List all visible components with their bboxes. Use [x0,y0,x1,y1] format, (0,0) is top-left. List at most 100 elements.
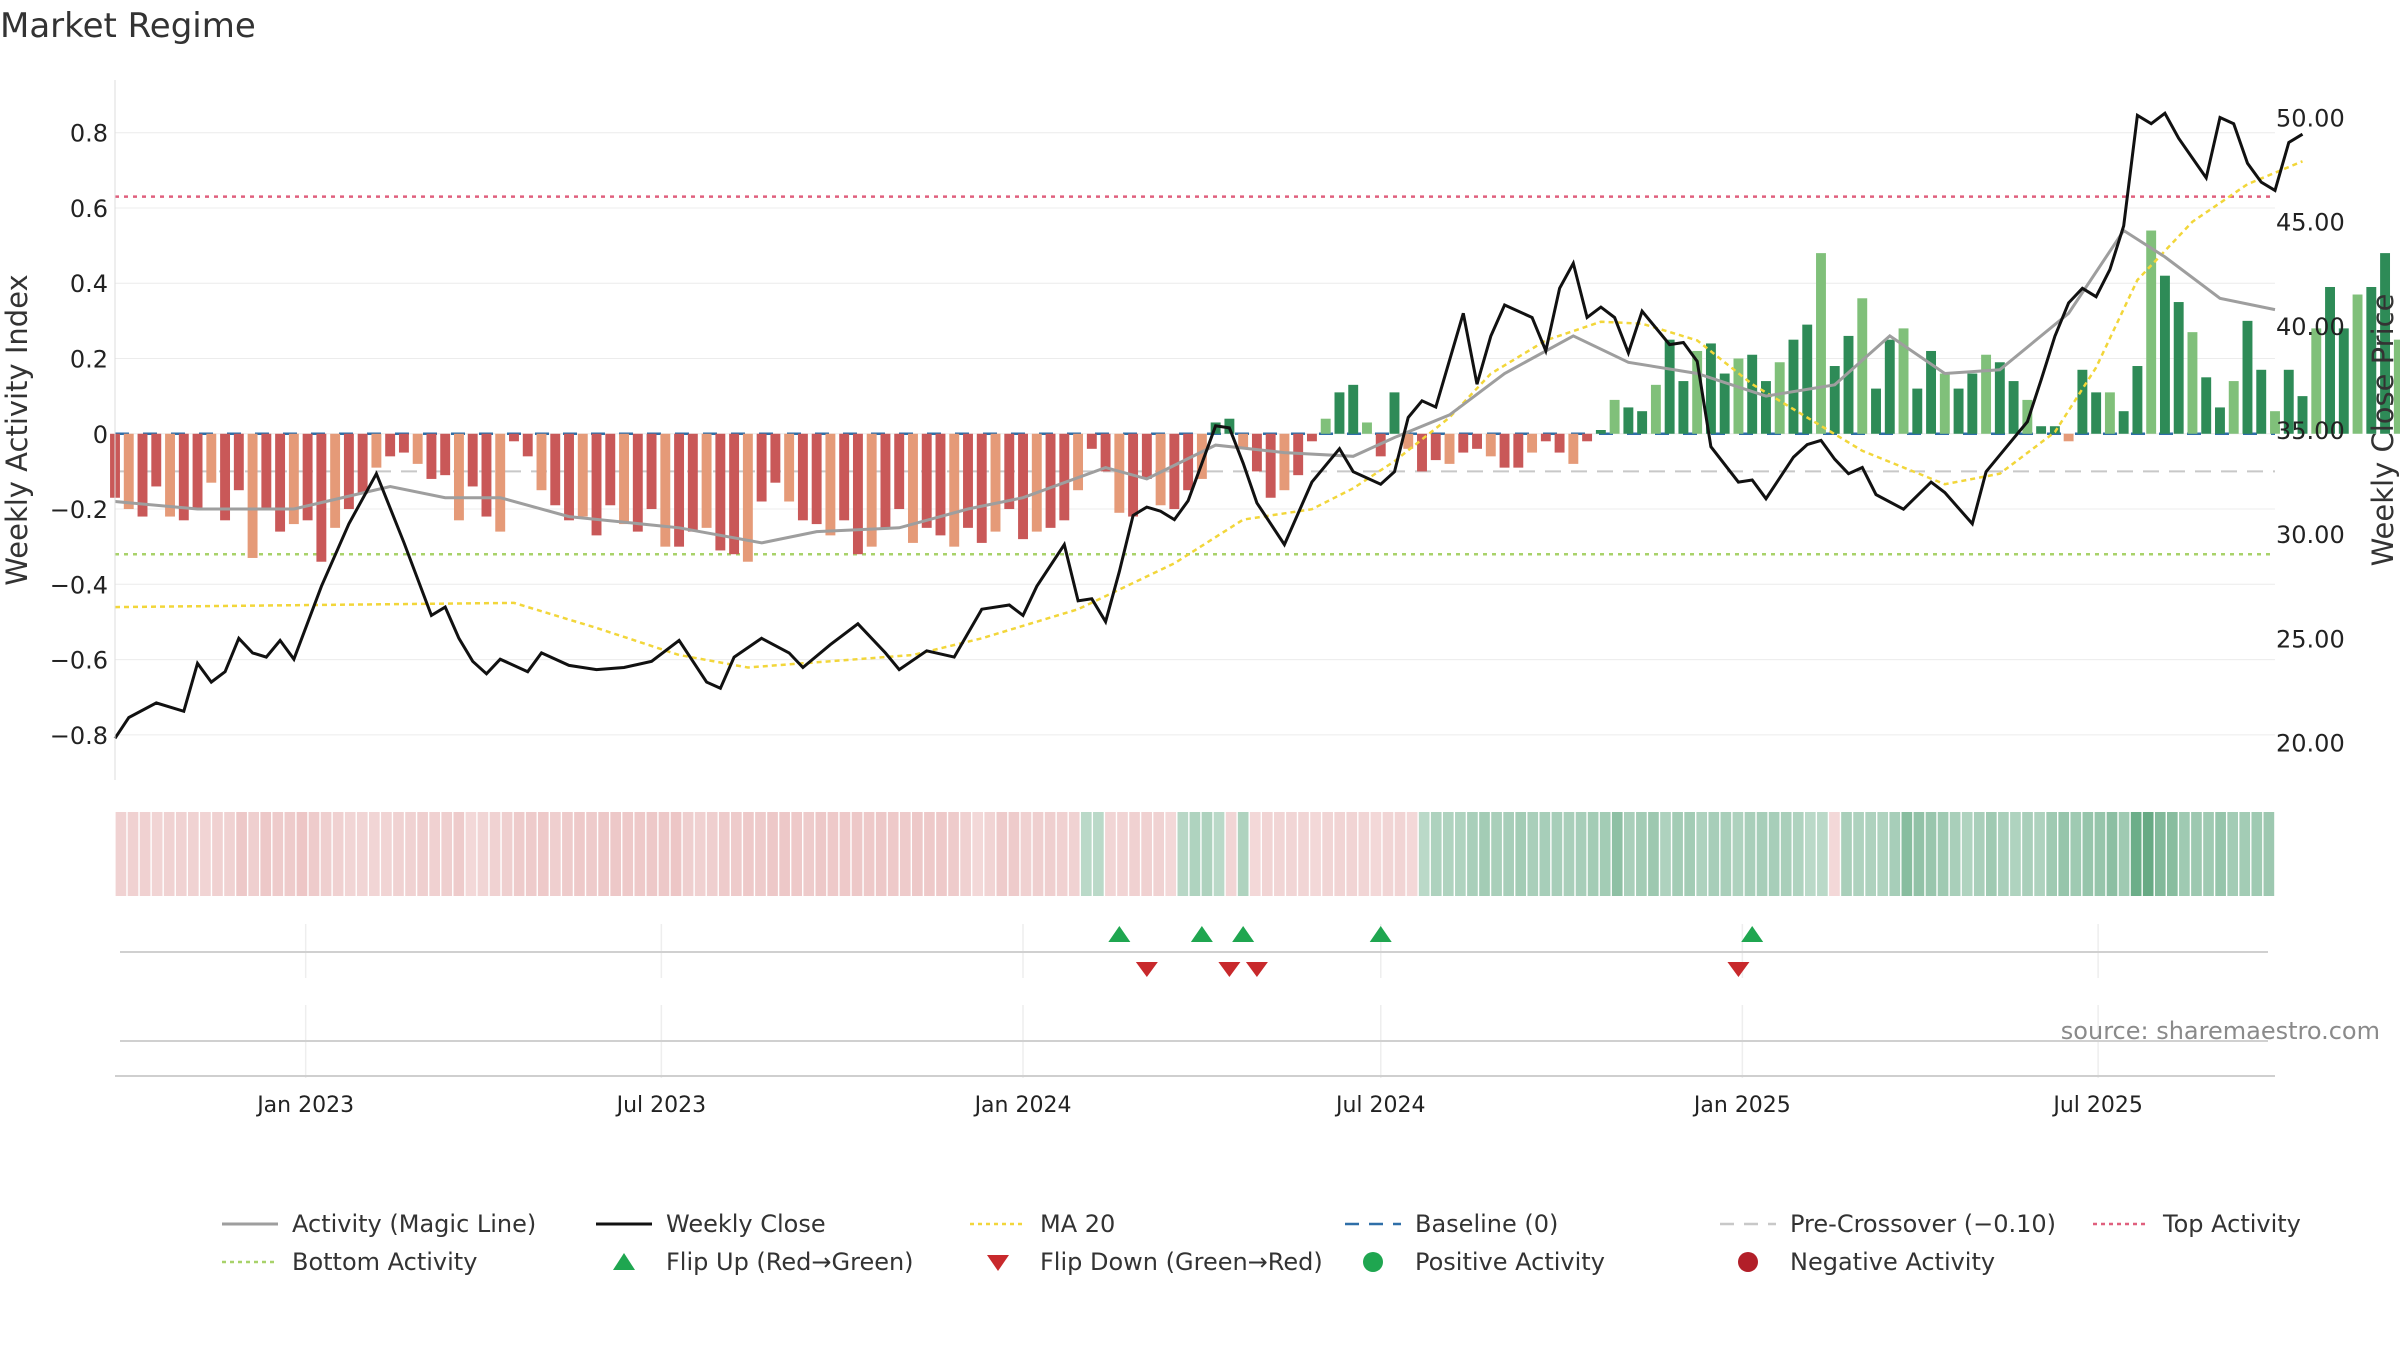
activity-bar [1912,388,1923,434]
activity-bar [371,433,382,468]
regime-cell [2022,812,2033,896]
legend-item: Baseline (0) [1345,1210,1558,1238]
activity-bar [2242,320,2253,434]
regime-cell [1587,812,1599,896]
regime-cell [1961,812,1973,896]
activity-bar [1059,433,1070,521]
regime-cell [972,812,984,896]
activity-bar [1018,433,1028,540]
regime-cell [1310,812,1321,896]
regime-cell [1105,812,1116,896]
legend-swatch [613,1253,635,1270]
regime-cell [1792,812,1804,896]
legend-item: Bottom Activity [222,1248,477,1276]
activity-bar [1664,339,1675,434]
legend-item: Flip Down (Green→Red) [987,1248,1323,1276]
activity-bar [1871,388,1881,434]
legend-label: Baseline (0) [1415,1210,1558,1238]
regime-cell [2082,812,2094,896]
regime-cell [2094,812,2106,896]
activity-bar [1774,362,1785,434]
flip-down-marker [1727,962,1750,977]
regime-cell [1973,812,1985,896]
regime-cell [670,812,682,896]
regime-cell [1998,812,2009,896]
regime-cell [163,812,175,896]
regime-cell [284,812,296,896]
regime-cell [1237,812,1249,896]
activity-bar [729,433,740,555]
right-tick-label: 40.00 [2276,313,2345,341]
activity-bar [619,433,629,525]
regime-cell [1008,812,1020,896]
activity-bar [2091,392,2102,434]
activity-bar [1141,433,1152,479]
activity-bar [1926,350,1937,434]
right-axis-title: Weekly Close Price [2366,294,2400,567]
activity-bar [1513,433,1524,468]
activity-bar [1678,381,1689,434]
regime-cell [2118,812,2130,896]
regime-cell [1611,812,1623,896]
activity-bar [426,433,437,479]
activity-bar [1747,354,1758,434]
regime-cell [405,812,416,896]
regime-cell [127,812,139,896]
activity-bar [935,433,946,536]
activity-bar [1967,373,1978,434]
activity-bar [343,433,354,510]
regime-cell [562,812,573,896]
regime-cell [2179,812,2190,896]
activity-bar [1994,362,2005,434]
regime-cell [356,812,368,896]
activity-bar [1692,350,1703,434]
regime-cell [1672,812,1683,896]
regime-cell [2058,812,2070,896]
regime-cell [767,812,778,896]
regime-cell [1889,812,1901,896]
regime-cell [1298,812,1309,896]
legend-swatch [1363,1252,1383,1272]
activity-bar [1857,298,1868,434]
activity-bar [2283,369,2294,434]
left-tick-label: −0.8 [50,722,108,750]
regime-cell [610,812,622,896]
legend-label: Positive Activity [1415,1248,1605,1276]
regime-cell [815,812,827,896]
regime-cell [2070,812,2082,896]
activity-bar [1568,433,1579,464]
flip-down-marker [1218,962,1241,977]
regime-cell [272,812,284,896]
activity-bar [1100,433,1111,472]
activity-bar [1169,433,1180,510]
regime-cell [1455,812,1466,896]
regime-cell [1539,812,1551,896]
activity-bar [1251,433,1262,472]
activity-bar [261,433,272,510]
legend-swatch [1738,1252,1758,1272]
regime-cell [2034,812,2045,896]
left-tick-label: 0.8 [70,120,108,148]
right-tick-label: 45.00 [2276,209,2345,237]
activity-bar [646,433,657,510]
activity-bar [1540,433,1551,442]
regime-cell [936,812,947,896]
axes: −0.8 −0.6 −0.4 −0.2 0 0.2 0.4 0.6 0.8 20.00 25.00 3… [50,80,2345,780]
legend-item: MA 20 [970,1210,1115,1238]
regime-cell [839,812,851,896]
regime-cell [465,812,477,896]
regime-cell [212,812,223,896]
date-tick-label: Jan 2023 [255,1093,354,1118]
regime-cell [1177,812,1189,896]
activity-bar [2173,302,2184,434]
activity-bar [2077,369,2088,434]
regime-cell [1937,812,1949,896]
regime-cell [1346,812,1358,896]
regime-cell [1032,812,1044,896]
activity-bar [385,433,396,457]
regime-cell [1358,812,1370,896]
flip-down-marker [1135,962,1158,977]
activity-bar [963,433,973,528]
regime-cell [2106,812,2118,896]
flip-up-marker [1741,926,1764,942]
